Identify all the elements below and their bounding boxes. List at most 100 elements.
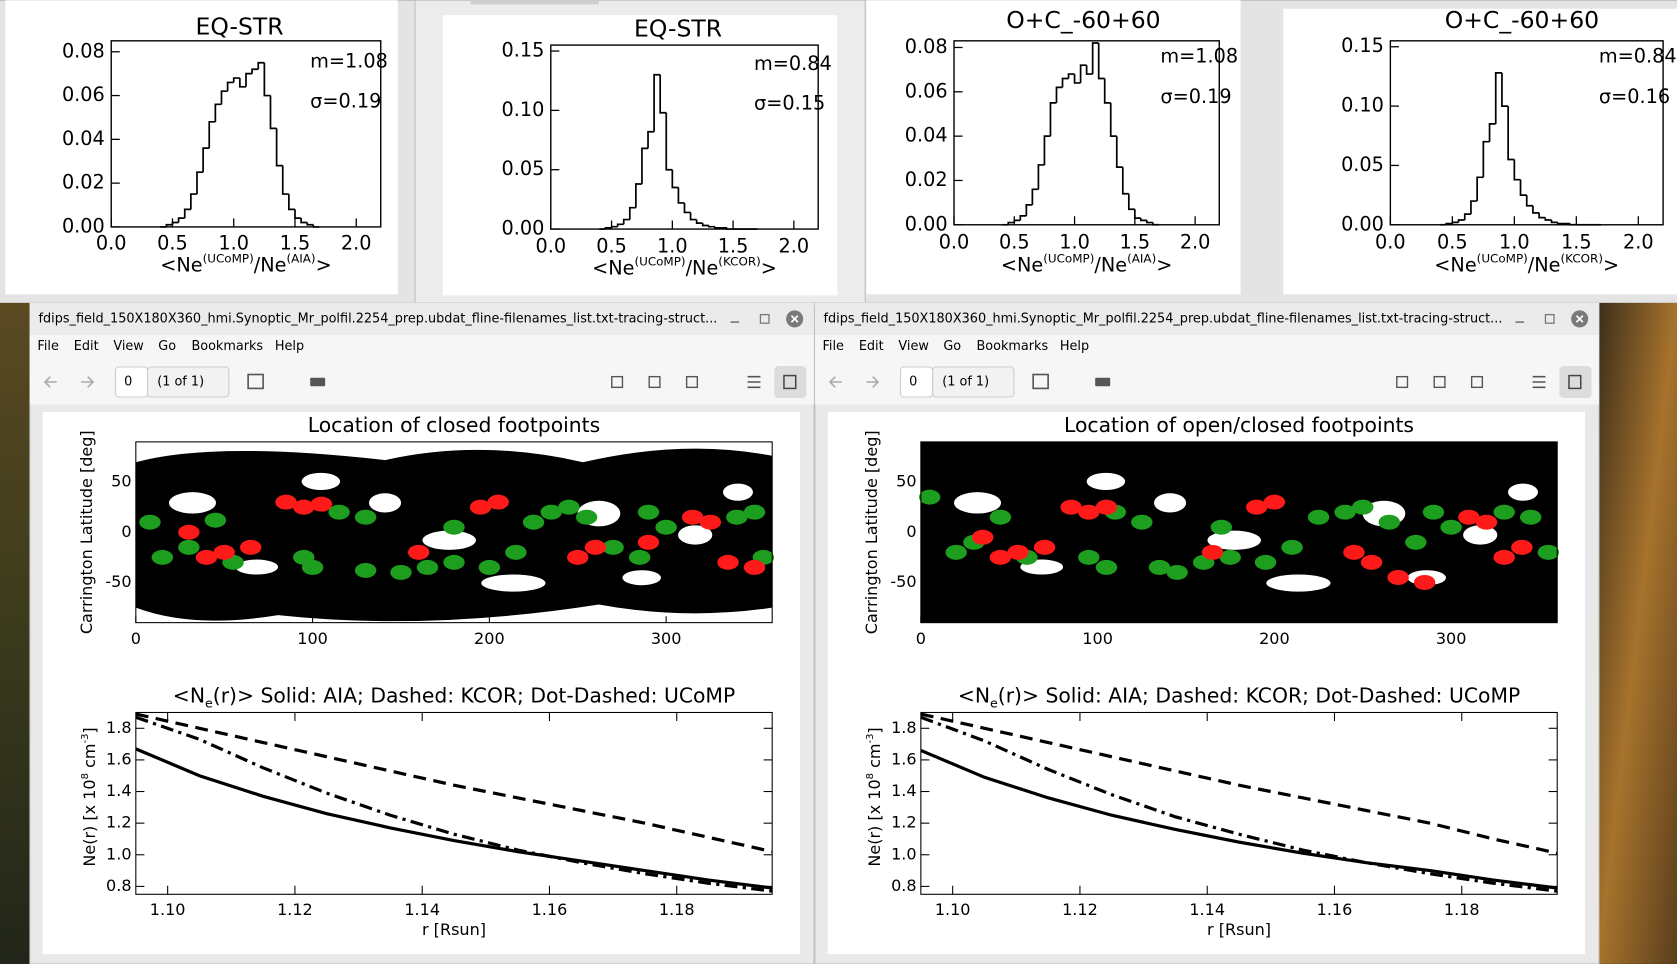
x-tick-label: 1.5	[718, 235, 749, 258]
axes-frame	[1389, 40, 1664, 226]
menu-button[interactable]	[1532, 375, 1546, 389]
histogram-step	[1482, 140, 1490, 178]
footpoint	[1405, 534, 1427, 550]
maximize-button[interactable]	[1544, 313, 1555, 324]
histogram-title: O+C_-60+60	[1006, 6, 1160, 34]
x-axis-label-part: >	[761, 256, 777, 279]
back-button[interactable]	[828, 376, 842, 388]
coverage-gap	[481, 574, 546, 592]
histogram-windows: EQ-STR m=1.08 σ=0.19 0.00 0.02 0.04 0.06 0.08 0.…	[5, 0, 1677, 308]
menu-item[interactable]: View	[113, 339, 143, 354]
zoom-button[interactable]	[648, 375, 661, 389]
coverage-gap	[1154, 493, 1187, 513]
sidebar-button[interactable]	[247, 373, 264, 390]
histogram-step	[1115, 136, 1123, 169]
x-tick-label: 2.0	[779, 235, 810, 258]
maximize-button[interactable]	[759, 313, 770, 324]
forward-button[interactable]	[81, 376, 95, 388]
footpoint	[540, 504, 562, 520]
menu-item[interactable]: Bookmarks	[191, 339, 263, 354]
menu-item[interactable]: Edit	[74, 339, 99, 354]
footpoint	[354, 562, 377, 578]
x-tick-label: 1.14	[1189, 900, 1225, 919]
zoom-button[interactable]	[1433, 375, 1446, 389]
back-button[interactable]	[43, 376, 57, 388]
zoom-button[interactable]	[1470, 375, 1484, 389]
menu-item[interactable]: File	[37, 339, 59, 354]
x-tick-label: 0.0	[96, 232, 127, 255]
print-button[interactable]	[310, 377, 326, 387]
histogram-panel: EQ-STR m=0.84 σ=0.15 0.00 0.05 0.10 0.15 0.0 0.5…	[414, 0, 866, 308]
zoom-button[interactable]	[685, 375, 699, 389]
x-axis-label: <Ne(UCoMP)/Ne(AIA)>	[160, 251, 332, 276]
view-button[interactable]	[774, 365, 807, 399]
footpoint	[1493, 549, 1515, 565]
x-tick-label: 0.0	[939, 230, 970, 253]
menu-item[interactable]: Help	[1060, 339, 1089, 354]
profile-frame	[920, 711, 1558, 895]
footpoint	[1387, 569, 1409, 585]
menu-item[interactable]: Go	[158, 339, 176, 354]
menu-item[interactable]: File	[822, 339, 844, 354]
histogram-step	[263, 62, 271, 97]
histogram-step	[1544, 217, 1552, 221]
coverage-gap	[422, 530, 476, 550]
print-button[interactable]	[1095, 377, 1111, 387]
y-axis-label: Ne(r) [x 108 cm-3]	[864, 727, 883, 866]
x-tick-label: 1.14	[404, 900, 440, 919]
x-axis-label-part: /Ne	[686, 256, 719, 279]
x-tick-label: 1.0	[218, 232, 249, 255]
histogram-step	[1569, 223, 1577, 226]
y-tick-label: 0	[906, 522, 916, 541]
x-tick-label: 300	[651, 629, 682, 648]
x-axis-label-part: >	[1603, 253, 1619, 276]
histogram-step	[707, 225, 715, 228]
menu-item[interactable]: Help	[275, 339, 304, 354]
histogram-step	[1550, 220, 1558, 224]
mean-label: m=1.08	[310, 50, 388, 73]
y-axis-label-part: ]	[864, 727, 883, 733]
histogram-step	[1538, 212, 1546, 219]
footpoint	[443, 519, 465, 535]
footpoint	[945, 544, 967, 560]
histogram-step	[1140, 218, 1147, 222]
y-tick-label: 0.00	[1341, 212, 1384, 235]
footpoint	[204, 512, 227, 528]
histogram-step	[1109, 102, 1117, 137]
footpoint	[1060, 499, 1082, 515]
x-tick-label: 1.16	[532, 900, 568, 919]
histogram-step	[257, 61, 265, 70]
histogram-title: EQ-STR	[196, 12, 284, 40]
x-tick-label: 1.5	[280, 232, 311, 255]
x-tick-label: 1.10	[150, 900, 186, 919]
menu-item[interactable]: Edit	[859, 339, 884, 354]
view-button[interactable]	[1559, 365, 1592, 399]
footpoint	[584, 539, 607, 555]
window-title: fdips_field_150X180X360_hmi.Synoptic_Mr_…	[824, 311, 1503, 326]
zoom-button[interactable]	[611, 375, 624, 389]
coverage-gap	[1508, 483, 1538, 501]
y-axis-label-part: 8	[864, 773, 875, 779]
forward-button[interactable]	[866, 376, 880, 388]
footpoint	[1413, 574, 1436, 590]
footpoint	[655, 519, 677, 535]
y-axis-label-part: -3	[79, 734, 90, 744]
sidebar-button[interactable]	[1032, 373, 1049, 390]
coverage-gap	[1266, 574, 1331, 592]
y-tick-label: 1.2	[106, 813, 131, 832]
menu-item[interactable]: View	[898, 339, 928, 354]
histogram-step	[1091, 42, 1099, 75]
menu-button[interactable]	[747, 375, 761, 389]
x-tick-label: 1.18	[659, 900, 695, 919]
menu-item[interactable]: Bookmarks	[976, 339, 1048, 354]
wallpaper-left	[0, 302, 33, 964]
x-axis-label: <Ne(UCoMP)/Ne(AIA)>	[1001, 251, 1173, 276]
profile-frame	[135, 711, 773, 895]
histogram-step	[1079, 64, 1087, 83]
histogram-step	[177, 217, 185, 223]
histogram-step	[1019, 215, 1027, 221]
menu-item[interactable]: Go	[943, 339, 961, 354]
histogram-step	[208, 120, 216, 149]
zoom-button[interactable]	[1396, 375, 1409, 389]
